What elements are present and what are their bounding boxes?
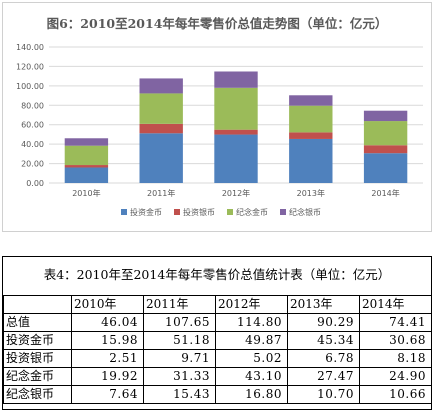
- legend-label: 投资金币: [130, 207, 162, 217]
- legend-swatch: [121, 209, 127, 215]
- bar-segment: [139, 133, 183, 183]
- table-cell: 9.71: [143, 349, 216, 368]
- bar-segment: [289, 132, 333, 139]
- table-cell: 51.18: [143, 331, 216, 350]
- table-cell: 5.02: [215, 349, 288, 368]
- bar-segment: [363, 145, 408, 154]
- bar-segment: [139, 123, 183, 134]
- bar-segment: [363, 121, 408, 146]
- table-header-cell: 2014年: [359, 295, 432, 314]
- table-cell: 107.65: [143, 313, 216, 332]
- table-header-cell: 2012年: [215, 295, 288, 314]
- row-label: 纪念金币: [3, 367, 72, 386]
- table-header-cell: [3, 295, 72, 314]
- bar-segment: [64, 138, 109, 146]
- legend-label: 纪念银币: [289, 207, 321, 217]
- x-tick-label: 2014年: [371, 188, 399, 198]
- bar-segment: [214, 134, 258, 183]
- x-tick-label: 2010年: [72, 188, 100, 198]
- table-cell: 10.70: [287, 385, 360, 404]
- y-tick-label: 140.00: [16, 43, 44, 52]
- table-cell: 90.29: [287, 313, 360, 332]
- y-tick-label: 100.00: [16, 82, 44, 91]
- chart-title: 图6：2010至2014年每年零售价总值走势图（单位：亿元）: [46, 16, 388, 31]
- bar-segment: [363, 110, 408, 122]
- legend-swatch: [227, 209, 233, 215]
- table-cell: 46.04: [71, 313, 144, 332]
- bar-segment: [139, 93, 183, 124]
- table-cell: 31.33: [143, 367, 216, 386]
- row-label: 纪念银币: [3, 385, 72, 404]
- table-header-cell: 2011年: [143, 295, 216, 314]
- bar-segment: [363, 153, 408, 183]
- y-tick-label: 20.00: [21, 160, 44, 169]
- table-title: 表4：2010年至2014年每年零售价总值统计表（单位：亿元）: [43, 267, 391, 282]
- legend-swatch: [280, 209, 286, 215]
- table-cell: 43.10: [215, 367, 288, 386]
- table-row: 投资金币 15.98 51.18 49.87 45.34 30.68: [3, 331, 432, 350]
- bar-segment: [214, 129, 258, 135]
- chart-container: 图6：2010至2014年每年零售价总值走势图（单位：亿元） 0.00 20.00…: [2, 2, 432, 232]
- table-cell: 7.64: [71, 385, 144, 404]
- row-label: 投资金币: [3, 331, 72, 350]
- table-row: 总值 46.04 107.65 114.80 90.29 74.41: [3, 313, 432, 332]
- x-tick-label: 2011年: [147, 188, 175, 198]
- table-header-cell: 2013年: [287, 295, 360, 314]
- y-tick-label: 120.00: [16, 62, 44, 71]
- table-cell: 45.34: [287, 331, 360, 350]
- row-label: 总值: [3, 313, 72, 332]
- table-cell: 114.80: [215, 313, 288, 332]
- statistics-table: 2010年 2011年 2012年 2013年 2014年 总值 46.04 1…: [3, 295, 432, 404]
- table-row: 纪念金币 19.92 31.33 43.10 27.47 24.90: [3, 367, 432, 386]
- table-cell: 15.98: [71, 331, 144, 350]
- table-cell: 49.87: [215, 331, 288, 350]
- x-tick-label: 2012年: [222, 188, 250, 198]
- bar-segment: [64, 145, 109, 166]
- table-cell: 19.92: [71, 367, 144, 386]
- table-cell: 10.66: [359, 385, 432, 404]
- bar-segment: [214, 71, 258, 88]
- table-cell: 16.80: [215, 385, 288, 404]
- y-tick-label: 80.00: [21, 101, 44, 110]
- table-header-row: 2010年 2011年 2012年 2013年 2014年: [3, 295, 432, 314]
- y-tick-label: 60.00: [21, 121, 44, 130]
- statistics-table-container: 表4：2010年至2014年每年零售价总值统计表（单位：亿元） 2010年 20…: [2, 256, 432, 410]
- row-label: 投资银币: [3, 349, 72, 368]
- table-row: 投资银币 2.51 9.71 5.02 6.78 8.18: [3, 349, 432, 368]
- y-tick-label: 40.00: [21, 140, 44, 149]
- table-cell: 8.18: [359, 349, 432, 368]
- bar-segment: [139, 78, 183, 94]
- legend-swatch: [174, 209, 180, 215]
- x-tick-label: 2013年: [297, 188, 325, 198]
- table-row: 纪念银币 7.64 15.43 16.80 10.70 10.66: [3, 385, 432, 404]
- legend-label: 投资银币: [183, 207, 215, 217]
- legend-label: 纪念金币: [236, 207, 268, 217]
- bar-segment: [64, 167, 109, 183]
- table-header-cell: 2010年: [71, 295, 144, 314]
- bar-segment: [289, 95, 333, 106]
- y-tick-label: 0.00: [26, 179, 44, 188]
- table-cell: 6.78: [287, 349, 360, 368]
- table-cell: 74.41: [359, 313, 432, 332]
- stacked-bar-chart: 0.00 20.00 40.00 60.00 80.00 100.00 120.00 140.…: [16, 43, 423, 217]
- table-cell: 30.68: [359, 331, 432, 350]
- table-cell: 2.51: [71, 349, 144, 368]
- table-cell: 24.90: [359, 367, 432, 386]
- table-cell: 15.43: [143, 385, 216, 404]
- bar-segment: [214, 87, 258, 130]
- bar-segment: [64, 165, 109, 168]
- bar-segment: [289, 105, 333, 133]
- bar-segment: [289, 138, 333, 183]
- table-cell: 27.47: [287, 367, 360, 386]
